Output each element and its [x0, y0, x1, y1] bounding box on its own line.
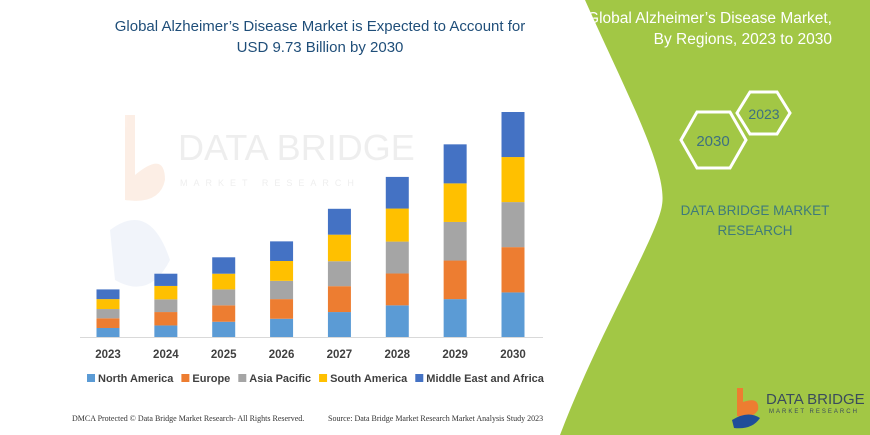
chart-title: Global Alzheimer’s Disease Market is Exp…	[60, 16, 580, 58]
brand-text: DATA BRIDGE MARKET RESEARCH	[655, 201, 855, 241]
footer-copyright: DMCA Protected © Data Bridge Market Rese…	[72, 414, 305, 423]
bar-2028-europe	[385, 273, 409, 306]
bar-2028-south-america	[385, 208, 409, 242]
bar-2027-south-america	[327, 234, 351, 262]
bar-2028-middle-east-and-africa	[385, 176, 409, 209]
bar-2030-europe	[501, 247, 525, 293]
legend-swatch	[181, 374, 190, 382]
brand-line1: DATA BRIDGE MARKET	[680, 203, 830, 218]
watermark-logo: DATA BRIDGE MARKET RESEARCH	[110, 115, 415, 287]
hexagon-2023: 2023	[735, 90, 792, 136]
logo-text: DATA BRIDGE	[766, 391, 865, 408]
bar-2025-asia-pacific	[212, 289, 236, 306]
footer-source: Source: Data Bridge Market Research Mark…	[328, 414, 544, 423]
bar-2025-middle-east-and-africa	[212, 257, 236, 274]
x-tick-label: 2028	[384, 349, 410, 361]
bar-2023-north-america	[96, 327, 120, 337]
bar-2023-south-america	[96, 299, 120, 310]
x-tick-label: 2026	[269, 349, 295, 361]
legend-label: South America	[330, 373, 408, 385]
bar-2024-europe	[154, 312, 178, 326]
watermark-text: DATA BRIDGE	[178, 127, 415, 168]
bar-2023-middle-east-and-africa	[96, 289, 120, 300]
bar-2027-middle-east-and-africa	[327, 208, 351, 235]
x-tick-label: 2029	[442, 349, 468, 361]
brand-logo	[732, 388, 760, 429]
x-tick-label: 2023	[95, 349, 121, 361]
bar-2023-asia-pacific	[96, 309, 120, 319]
watermark-sub: MARKET RESEARCH	[180, 178, 360, 188]
bar-2024-middle-east-and-africa	[154, 273, 178, 286]
bar-2027-north-america	[327, 312, 351, 337]
bar-2030-middle-east-and-africa	[501, 112, 525, 158]
legend-label: Middle East and Africa	[426, 373, 544, 385]
x-tick-label: 2027	[327, 349, 353, 361]
hexagon-2030: 2030	[679, 110, 748, 170]
bar-2024-asia-pacific	[154, 299, 178, 313]
legend-swatch	[238, 374, 247, 382]
bar-2029-south-america	[443, 183, 467, 222]
bar-2029-north-america	[443, 299, 467, 337]
chart-title-line1: Global Alzheimer’s Disease Market is Exp…	[114, 18, 526, 35]
bar-2029-middle-east-and-africa	[443, 144, 467, 184]
bar-2026-middle-east-and-africa	[270, 241, 294, 261]
bar-2028-north-america	[385, 305, 409, 337]
bar-2027-asia-pacific	[327, 261, 351, 287]
bar-2028-asia-pacific	[385, 241, 409, 274]
bar-2026-north-america	[270, 318, 294, 337]
bar-2024-north-america	[154, 325, 178, 337]
bar-2029-europe	[443, 260, 467, 300]
legend-label: Europe	[192, 373, 230, 385]
bar-2025-south-america	[212, 273, 236, 290]
legend-swatch	[87, 374, 95, 382]
x-tick-label: 2024	[153, 349, 179, 361]
green-panel	[560, 0, 870, 435]
brand-line2: RESEARCH	[717, 223, 793, 238]
bar-2023-europe	[96, 318, 120, 328]
x-tick-label: 2030	[500, 349, 526, 361]
bar-2030-north-america	[501, 292, 525, 337]
panel-title-line1: Global Alzheimer’s Disease Market,	[587, 10, 832, 27]
legend-label: Asia Pacific	[249, 373, 311, 385]
chart-title-line2: USD 9.73 Billion by 2030	[236, 39, 404, 56]
bar-2027-europe	[327, 286, 351, 313]
panel-title-line2: By Regions, 2023 to 2030	[653, 31, 832, 48]
bar-2030-south-america	[501, 157, 525, 203]
x-tick-label: 2025	[211, 349, 237, 361]
bar-2026-europe	[270, 299, 294, 319]
bar-2030-asia-pacific	[501, 202, 525, 248]
bar-2026-south-america	[270, 260, 294, 281]
panel-title: Global Alzheimer’s Disease Market, By Re…	[587, 8, 832, 50]
hex-2030-label: 2030	[696, 133, 729, 150]
bar-2026-asia-pacific	[270, 280, 294, 300]
bar-2025-north-america	[212, 321, 236, 337]
stacked-bar-chart: 2023 2024 2025 2026 2027 2028 2029 2030 North Am…	[80, 112, 545, 385]
legend-label: North America	[98, 373, 174, 385]
bar-2024-south-america	[154, 285, 178, 300]
bar-2025-europe	[212, 305, 236, 322]
logo-subtext: MARKET RESEARCH	[769, 409, 859, 415]
legend-swatch	[319, 374, 328, 382]
bar-2029-asia-pacific	[443, 221, 467, 261]
hex-2023-label: 2023	[748, 106, 779, 122]
legend-swatch	[415, 374, 424, 382]
